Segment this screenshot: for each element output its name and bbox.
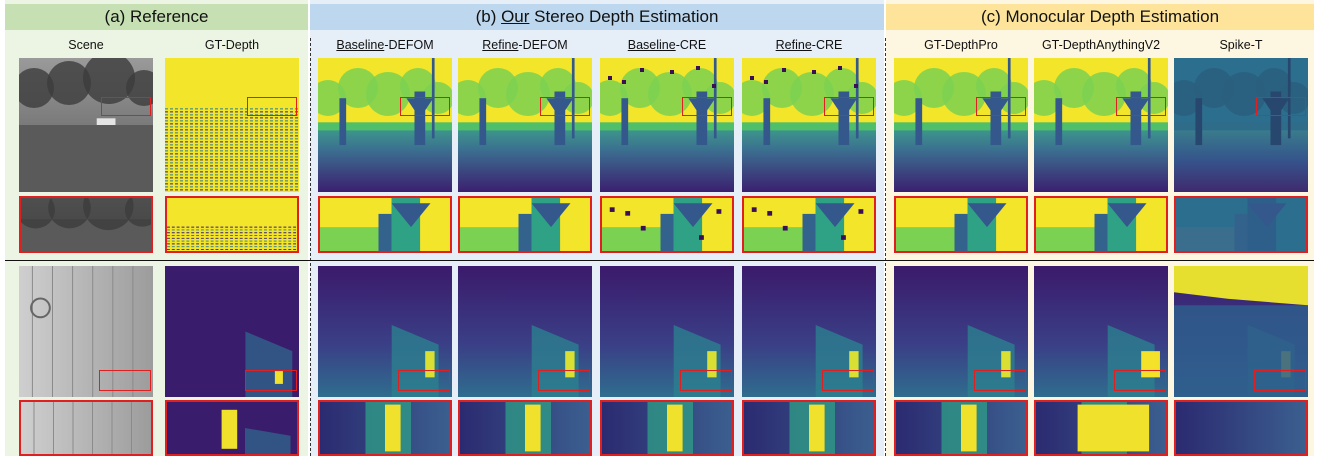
col-header-baseline-cre: Baseline-CRE bbox=[627, 38, 707, 52]
refine-defom-image-row-2 bbox=[458, 266, 592, 397]
baseline-cre-image-row-1 bbox=[600, 58, 734, 192]
gt-depth-zoom-crop-row-2 bbox=[165, 400, 299, 456]
col-header-scene: Scene bbox=[68, 38, 104, 52]
spike-t-image-row-1 bbox=[1174, 58, 1308, 192]
mono-title: (c) Monocular Depth Estimation bbox=[980, 7, 1220, 26]
zoom-region-box bbox=[245, 370, 297, 391]
baseline-defom-image-row-1 bbox=[318, 58, 452, 192]
zoom-region-box bbox=[974, 370, 1026, 391]
zoom-region-box bbox=[824, 97, 874, 116]
baseline-cre-zoom-crop-row-1 bbox=[600, 196, 734, 253]
spike-t-zoom-crop-row-2 bbox=[1174, 400, 1308, 456]
col-header-gt-depthpro: GT-DepthPro bbox=[924, 38, 998, 52]
refine-cre-zoom-crop-row-2 bbox=[742, 400, 876, 456]
stereo-title-rest: Stereo Depth Estimation bbox=[529, 7, 719, 26]
scene-zoom-crop-row-2 bbox=[19, 400, 153, 456]
zoom-region-box bbox=[976, 97, 1026, 116]
zoom-region-box bbox=[680, 370, 732, 391]
col-header-refine-cre: Refine-CRE bbox=[775, 38, 843, 52]
row-separator bbox=[5, 260, 1314, 261]
col-header-baseline-defom: Baseline-DEFOM bbox=[336, 38, 434, 52]
dashed-divider-right bbox=[885, 38, 886, 456]
baseline-defom-zoom-crop-row-2 bbox=[318, 400, 452, 456]
zoom-region-box bbox=[822, 370, 874, 391]
gt-depthanything-zoom-crop-row-2 bbox=[1034, 400, 1168, 456]
scene-image-row-2 bbox=[19, 266, 153, 397]
zoom-region-box bbox=[99, 370, 151, 391]
stereo-title-underlined: Our bbox=[501, 7, 530, 26]
baseline-defom-image-row-2 bbox=[318, 266, 452, 397]
gt-depthanything-image-row-1 bbox=[1034, 58, 1168, 192]
zoom-region-box bbox=[101, 97, 151, 116]
baseline-defom-zoom-crop-row-1 bbox=[318, 196, 452, 253]
zoom-region-box bbox=[540, 97, 590, 116]
refine-defom-image-row-1 bbox=[458, 58, 592, 192]
zoom-region-box bbox=[1116, 97, 1166, 116]
refine-cre-image-row-2 bbox=[742, 266, 876, 397]
spike-t-image-row-2 bbox=[1174, 266, 1308, 397]
baseline-cre-image-row-2 bbox=[600, 266, 734, 397]
gt-depthpro-zoom-crop-row-1 bbox=[894, 196, 1028, 253]
dashed-divider-left bbox=[310, 38, 311, 456]
refine-defom-zoom-crop-row-1 bbox=[458, 196, 592, 253]
zoom-region-box bbox=[1114, 370, 1166, 391]
zoom-region-box bbox=[682, 97, 732, 116]
gt-depth-image-row-2 bbox=[165, 266, 299, 397]
col-header-spike-t: Spike-T bbox=[1219, 38, 1263, 52]
zoom-region-box bbox=[400, 97, 450, 116]
scene-zoom-crop-row-1 bbox=[19, 196, 153, 253]
reference-title: (a) Reference bbox=[104, 7, 209, 26]
stereo-banner: (b) Our Stereo Depth Estimation bbox=[310, 4, 884, 30]
gt-depthanything-image-row-2 bbox=[1034, 266, 1168, 397]
mono-banner: (c) Monocular Depth Estimation bbox=[886, 4, 1314, 30]
refine-cre-zoom-crop-row-1 bbox=[742, 196, 876, 253]
gt-depth-zoom-crop-row-1 bbox=[165, 196, 299, 253]
gt-depthpro-image-row-1 bbox=[894, 58, 1028, 192]
col-header-gt-depth: GT-Depth bbox=[204, 38, 260, 52]
zoom-region-box bbox=[538, 370, 590, 391]
zoom-region-box bbox=[1254, 370, 1306, 391]
gt-depthanything-zoom-crop-row-1 bbox=[1034, 196, 1168, 253]
scene-image-row-1 bbox=[19, 58, 153, 192]
gt-depthpro-image-row-2 bbox=[894, 266, 1028, 397]
zoom-region-box bbox=[398, 370, 450, 391]
col-header-gt-depthanything: GT-DepthAnythingV2 bbox=[1041, 38, 1161, 52]
col-header-refine-defom: Refine-DEFOM bbox=[482, 38, 568, 52]
gt-depth-image-row-1 bbox=[165, 58, 299, 192]
zoom-region-box bbox=[247, 97, 297, 116]
zoom-region-box bbox=[1256, 97, 1306, 116]
spike-t-zoom-crop-row-1 bbox=[1174, 196, 1308, 253]
refine-defom-zoom-crop-row-2 bbox=[458, 400, 592, 456]
reference-banner: (a) Reference bbox=[5, 4, 308, 30]
refine-cre-image-row-1 bbox=[742, 58, 876, 192]
baseline-cre-zoom-crop-row-2 bbox=[600, 400, 734, 456]
stereo-title-prefix: (b) bbox=[475, 7, 502, 26]
gt-depthpro-zoom-crop-row-2 bbox=[894, 400, 1028, 456]
